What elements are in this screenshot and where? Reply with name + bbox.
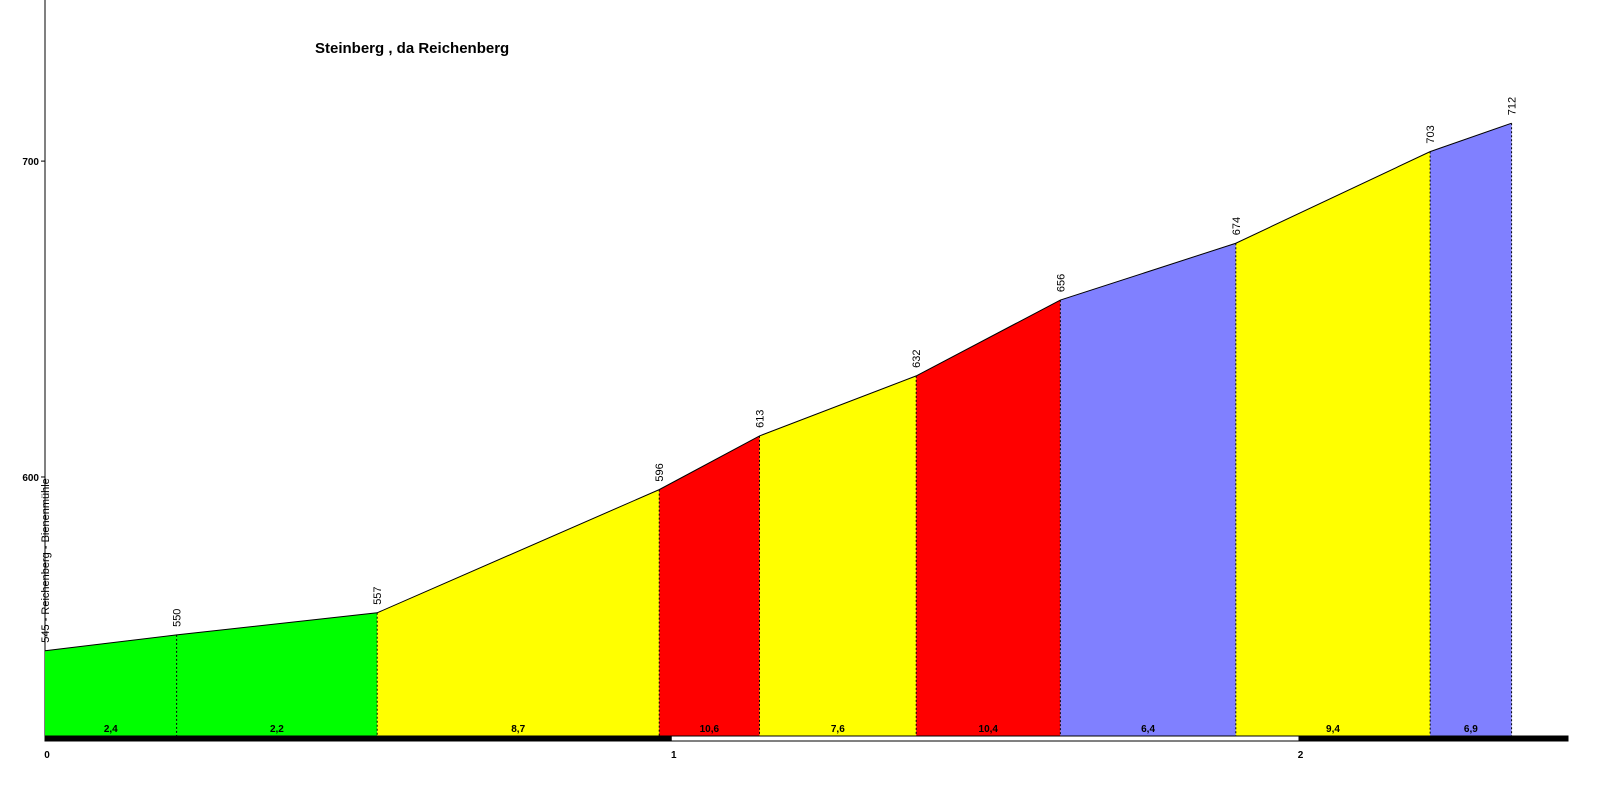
y-tick-label: 600 bbox=[22, 473, 39, 484]
km-bar bbox=[1298, 736, 1568, 741]
x-tick-label: 1 bbox=[671, 750, 677, 761]
grade-label: 10,4 bbox=[979, 724, 999, 735]
grade-label: 10,6 bbox=[700, 724, 720, 735]
segment-area bbox=[1430, 123, 1512, 737]
chart-title: Steinberg , da Reichenberg bbox=[315, 40, 509, 57]
elevation-label: 545 - Reichenberg - Bienenmühle bbox=[40, 478, 52, 643]
grade-label: 2,2 bbox=[270, 724, 284, 735]
elevation-label: 557 bbox=[372, 586, 384, 604]
y-tick-label: 700 bbox=[22, 157, 39, 168]
grade-label: 8,7 bbox=[511, 724, 525, 735]
segment-area bbox=[176, 612, 378, 736]
segment-area bbox=[659, 435, 760, 736]
grade-label: 7,6 bbox=[831, 724, 845, 735]
x-tick-label: 0 bbox=[44, 750, 50, 761]
segment-area bbox=[1235, 151, 1431, 736]
elevation-label: 632 bbox=[911, 350, 923, 368]
km-bar bbox=[45, 736, 672, 741]
grade-label: 2,4 bbox=[104, 724, 118, 735]
grade-label: 6,4 bbox=[1141, 724, 1155, 735]
segment-area bbox=[45, 634, 177, 736]
segment-area bbox=[1060, 243, 1236, 736]
profile-line bbox=[44, 122, 1512, 652]
elevation-label: 712 bbox=[1507, 97, 1519, 115]
grade-label: 9,4 bbox=[1326, 724, 1340, 735]
elevation-label: 674 bbox=[1231, 217, 1243, 235]
segment-area bbox=[377, 489, 660, 736]
segment-area bbox=[759, 375, 917, 736]
segment-area bbox=[916, 300, 1061, 736]
elevation-label: 703 bbox=[1425, 125, 1437, 143]
elevation-label: 550 bbox=[172, 609, 184, 627]
elevation-label: 613 bbox=[754, 410, 766, 428]
elevation-label: 656 bbox=[1055, 274, 1067, 292]
x-tick-label: 2 bbox=[1298, 750, 1304, 761]
grade-label: 6,9 bbox=[1464, 724, 1478, 735]
elevation-label: 596 bbox=[654, 463, 666, 481]
